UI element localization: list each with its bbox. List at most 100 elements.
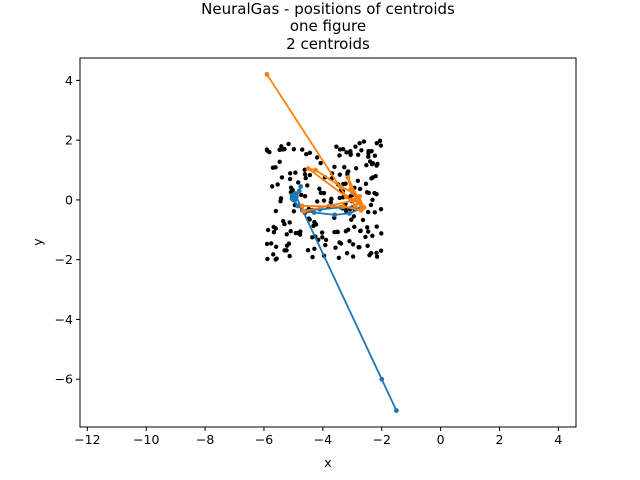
data-point xyxy=(355,152,361,157)
x-tick-label: −10 xyxy=(133,432,159,447)
data-point xyxy=(333,245,338,250)
data-point xyxy=(273,244,279,249)
data-point xyxy=(312,219,317,225)
data-point xyxy=(343,229,349,234)
data-point xyxy=(303,175,308,181)
data-point xyxy=(317,186,322,192)
x-tick-label: 4 xyxy=(554,432,562,447)
data-point xyxy=(372,210,377,215)
y-tick-label: −2 xyxy=(55,252,73,267)
data-point xyxy=(355,178,361,184)
data-point xyxy=(312,246,317,251)
data-point xyxy=(269,184,275,189)
y-tick-label: −4 xyxy=(55,312,73,327)
data-point xyxy=(265,227,271,233)
data-point xyxy=(311,223,316,228)
data-point xyxy=(364,162,369,168)
data-point xyxy=(363,181,369,186)
data-point xyxy=(370,197,375,203)
data-point xyxy=(378,248,384,253)
data-point xyxy=(360,217,366,223)
data-point xyxy=(287,253,292,259)
data-point xyxy=(378,143,384,148)
data-point xyxy=(350,242,356,247)
data-point xyxy=(298,229,303,234)
data-point xyxy=(287,171,293,176)
data-point xyxy=(305,183,310,188)
data-point xyxy=(344,251,350,256)
data-point xyxy=(361,139,367,144)
data-point xyxy=(296,180,301,185)
centroid-position-marker xyxy=(361,204,367,210)
data-point xyxy=(357,186,363,192)
data-point xyxy=(364,190,370,195)
data-point xyxy=(365,209,371,215)
y-axis-ticks: −6 −4 −2 0 2 4 xyxy=(55,73,80,387)
data-point xyxy=(340,147,346,152)
data-point xyxy=(342,164,347,170)
data-point xyxy=(279,144,284,149)
data-point xyxy=(321,190,327,196)
y-tick-label: −6 xyxy=(55,372,73,387)
centroid-position-marker xyxy=(346,210,352,216)
data-point xyxy=(369,148,374,154)
data-point xyxy=(367,159,373,164)
data-point xyxy=(300,147,305,152)
centroid-position-marker xyxy=(348,187,354,192)
chart-title-line-1: NeuralGas - positions of centroids xyxy=(201,0,455,18)
data-point xyxy=(273,165,278,170)
centroid-position-marker xyxy=(358,207,364,213)
centroid-position-marker xyxy=(295,203,301,209)
data-point xyxy=(265,256,270,262)
data-point xyxy=(274,256,279,261)
data-point xyxy=(284,232,289,237)
data-point xyxy=(352,224,357,229)
data-point xyxy=(288,229,293,234)
x-axis-ticks: −12 −10 −8 −6 −4 −2 0 2 4 xyxy=(74,427,562,447)
data-point xyxy=(359,148,364,153)
data-point xyxy=(374,254,380,259)
data-point xyxy=(304,151,309,157)
data-point xyxy=(369,176,374,181)
data-point xyxy=(337,147,343,152)
data-point xyxy=(377,138,383,144)
chart-title-line-3: 2 centroids xyxy=(286,35,370,53)
data-point xyxy=(293,230,298,236)
centroid-position-marker xyxy=(332,212,338,218)
data-point xyxy=(373,173,378,179)
data-point xyxy=(337,172,343,177)
x-tick-label: −6 xyxy=(255,432,273,447)
x-tick-label: −4 xyxy=(314,432,332,447)
data-point xyxy=(277,147,282,153)
data-point xyxy=(287,220,292,225)
data-point xyxy=(275,182,280,187)
data-point xyxy=(350,254,356,259)
data-point xyxy=(318,160,323,166)
centroid-position-marker xyxy=(313,167,318,173)
data-point xyxy=(268,241,274,246)
data-point xyxy=(351,214,357,219)
data-point xyxy=(286,141,291,147)
axes-frame xyxy=(79,57,577,428)
data-point xyxy=(378,206,384,212)
x-axis-label: x xyxy=(324,455,331,470)
data-point xyxy=(328,200,333,205)
data-point xyxy=(374,224,379,229)
data-point xyxy=(310,235,315,240)
data-point xyxy=(365,243,370,249)
data-point xyxy=(358,228,363,234)
data-point xyxy=(284,248,289,253)
data-point xyxy=(315,199,320,204)
data-point xyxy=(320,235,325,240)
x-tick-label: −2 xyxy=(373,432,391,447)
x-tick-label: −12 xyxy=(74,432,100,447)
centroid-position-marker xyxy=(311,210,317,215)
data-point xyxy=(337,153,342,158)
data-point xyxy=(338,241,344,246)
data-point xyxy=(305,248,311,253)
data-point xyxy=(302,193,308,199)
centroid-position-marker xyxy=(298,184,304,189)
centroid-position-marker xyxy=(355,200,361,206)
data-point xyxy=(365,229,371,234)
